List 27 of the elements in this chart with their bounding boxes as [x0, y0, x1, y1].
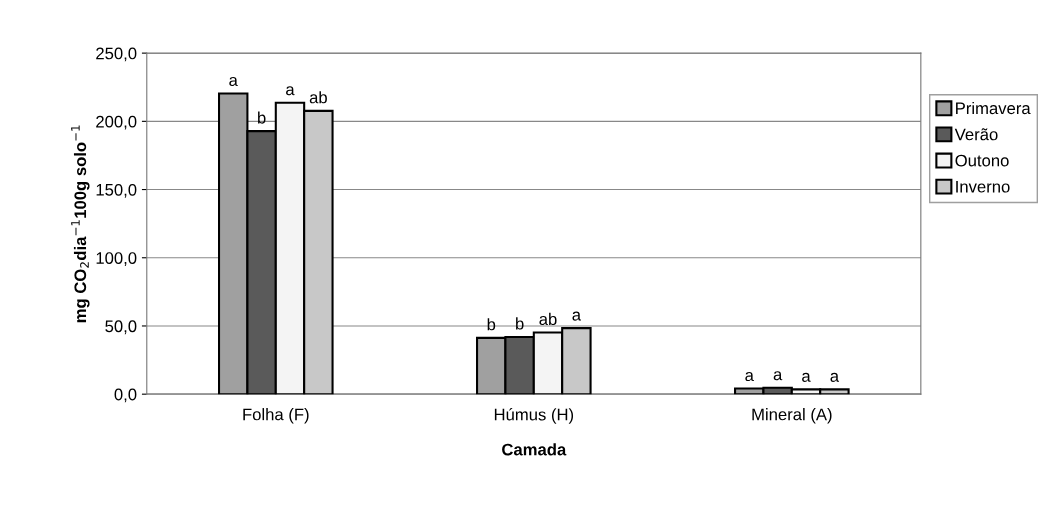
y-axis-title: mg CO$_{2}$dia$^{−1}$100g solo$^{−1}$ — [71, 125, 90, 323]
y-tick-label: 100,0 — [96, 252, 137, 266]
data-label: b — [258, 111, 266, 124]
data-label: a — [286, 86, 295, 96]
data-label: a — [830, 372, 840, 382]
x-axis-title: Camada — [502, 443, 567, 456]
data-label: ab — [539, 312, 557, 326]
data-label: b — [516, 317, 524, 330]
y-tick-label: 250,0 — [96, 47, 137, 62]
data-label: ab — [309, 91, 327, 104]
y-tick-label: 200,0 — [96, 115, 137, 130]
data-label: a — [773, 371, 783, 381]
y-tick-label: 50,0 — [105, 320, 137, 335]
legend-label: Outono — [955, 154, 1009, 167]
legend-label: Primavera — [956, 101, 1031, 115]
data-label: a — [802, 372, 811, 382]
legend-label: Verão — [954, 128, 998, 141]
legend-label: Inverno — [956, 180, 1010, 193]
x-tick-label: Mineral (A) — [752, 408, 832, 424]
y-tick-label: 150,0 — [96, 183, 137, 198]
data-label: a — [572, 311, 582, 321]
data-label: a — [229, 76, 238, 87]
x-tick-label: Húmus (H) — [494, 408, 574, 424]
y-tick-label: 0,0 — [114, 388, 137, 403]
x-tick-label: Folha (F) — [243, 408, 309, 424]
data-label: a — [745, 371, 754, 382]
data-label: b — [487, 318, 496, 331]
